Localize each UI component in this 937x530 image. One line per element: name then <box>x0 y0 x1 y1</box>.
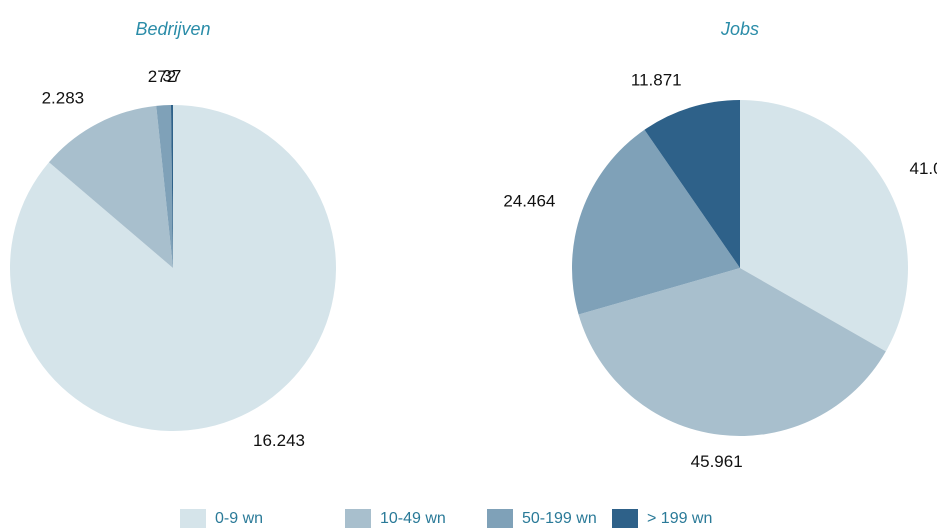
pie-slice <box>578 268 886 436</box>
legend-swatch <box>612 509 638 528</box>
legend-label: > 199 wn <box>647 510 712 527</box>
legend-label: 10-49 wn <box>380 510 446 527</box>
legend-swatch <box>487 509 513 528</box>
pie-slice <box>572 129 740 315</box>
pie-slice <box>644 100 740 268</box>
pie-slice <box>48 105 174 268</box>
legend-swatch <box>180 509 206 528</box>
data-label: 24.464 <box>503 192 555 211</box>
data-label: 37 <box>162 66 181 85</box>
chart-title: Jobs <box>720 19 759 39</box>
legend-swatch <box>345 509 371 528</box>
data-label: 45.961 <box>691 452 743 471</box>
data-label: 11.871 <box>631 70 682 89</box>
data-label: 41.017 <box>910 159 937 178</box>
legend-label: 50-199 wn <box>522 510 597 527</box>
pie-slice <box>9 105 336 431</box>
pie-slice <box>740 100 908 352</box>
chart-title: Bedrijven <box>135 19 210 39</box>
data-label: 2.283 <box>42 88 85 107</box>
data-label: 272 <box>148 67 176 86</box>
data-label: 16.243 <box>253 431 305 450</box>
pie-slice <box>156 105 173 268</box>
pie-slice <box>170 105 173 268</box>
legend-label: 0-9 wn <box>215 510 263 527</box>
